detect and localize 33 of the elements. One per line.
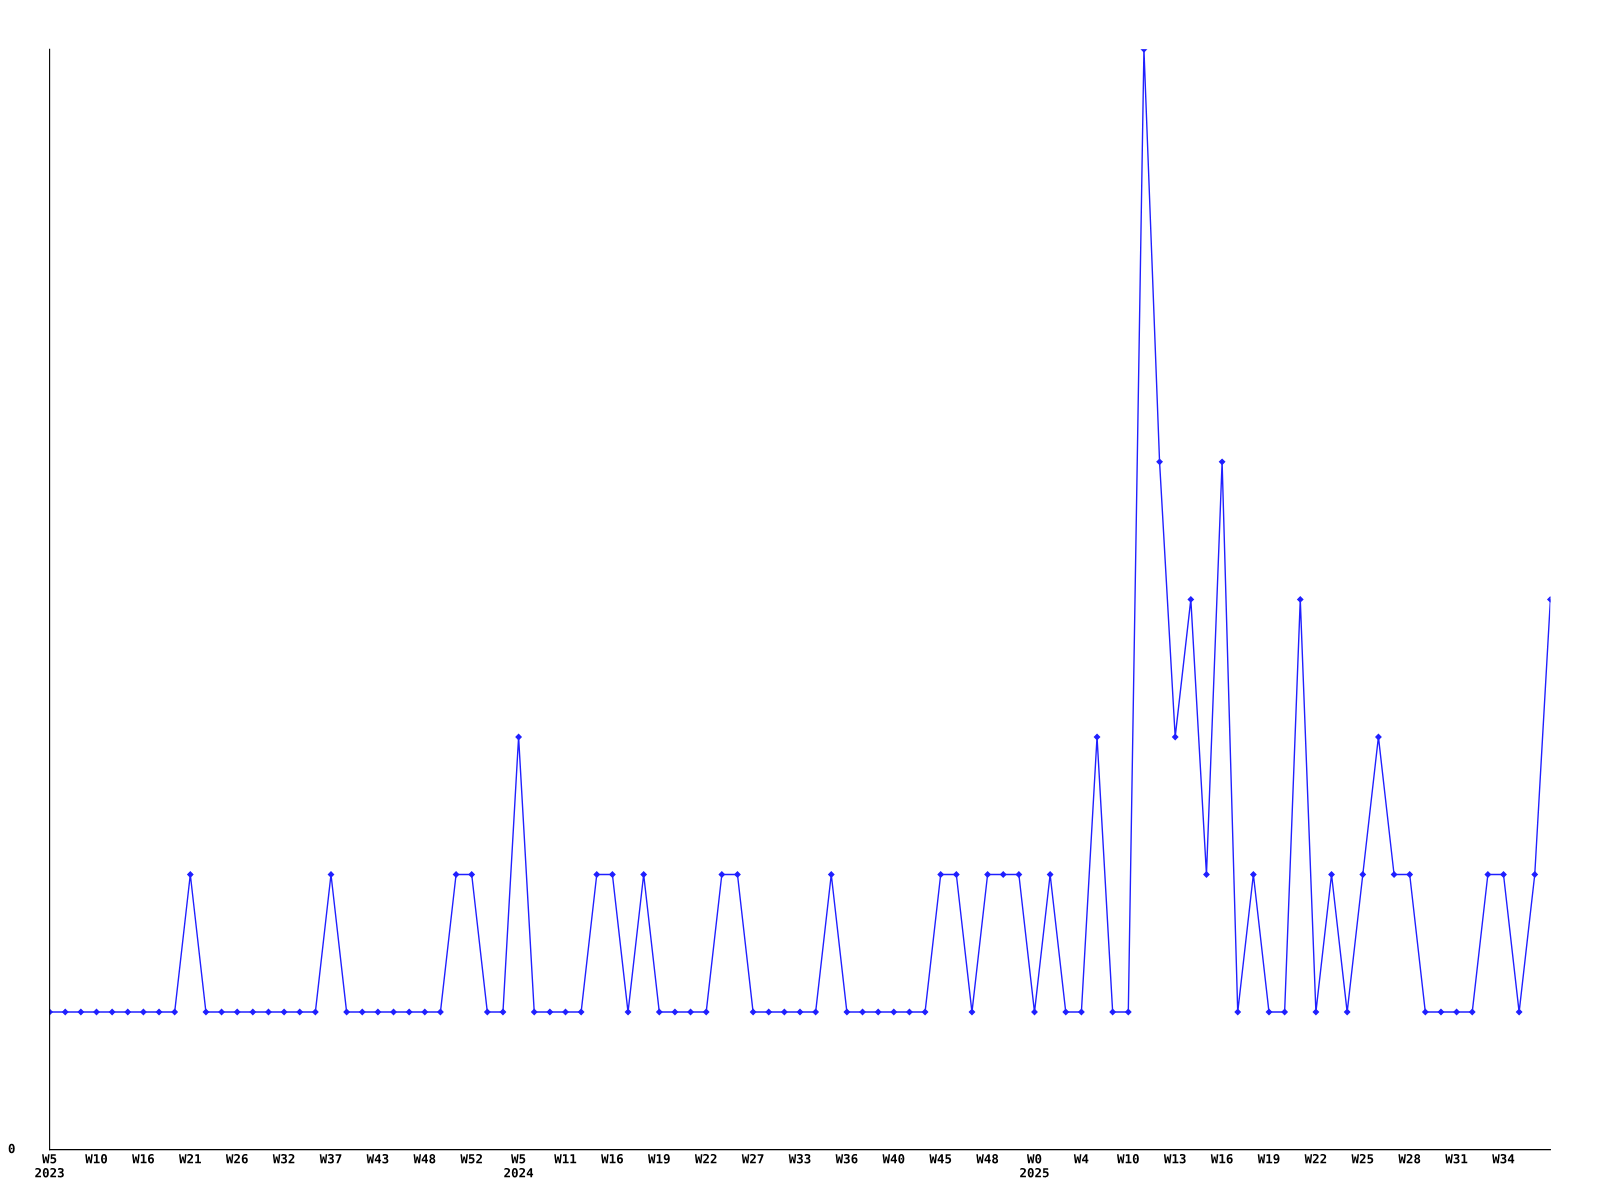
x-tick-label: W19 bbox=[1257, 1154, 1280, 1164]
x-tick-label: W32 bbox=[272, 1153, 295, 1164]
text: 0 bbox=[8, 1143, 15, 1154]
x-tick-label: W33 bbox=[788, 1153, 811, 1164]
x-tick-label: W48 bbox=[413, 1153, 436, 1164]
x-tick-label: W10 bbox=[85, 1153, 108, 1164]
x-tick-label: W48 bbox=[976, 1153, 999, 1164]
x-tick-label: W27 bbox=[741, 1153, 764, 1164]
x-tick-label: W25 bbox=[1351, 1153, 1374, 1164]
x-tick-label: W43 bbox=[366, 1153, 389, 1164]
x-tick-label: W36 bbox=[835, 1153, 858, 1164]
x-tick-label: W26 bbox=[225, 1153, 248, 1164]
x-tick-label: W34 bbox=[1492, 1153, 1515, 1164]
x-tick-label: W37 bbox=[319, 1153, 342, 1164]
x-tick-label: W16 bbox=[1210, 1154, 1233, 1164]
x-tick-label: W0 2025 bbox=[1020, 1153, 1049, 1178]
x-tick-label: W5 2023 bbox=[35, 1154, 64, 1178]
x-tick-label: W31 bbox=[1445, 1153, 1468, 1164]
x-tick-label: W21 bbox=[179, 1153, 201, 1164]
x-tick-label: W40 bbox=[882, 1153, 905, 1164]
x-tick-label: W16 bbox=[132, 1154, 155, 1164]
x-tick-label: W16 bbox=[601, 1154, 624, 1164]
x-tick-label: W19 bbox=[648, 1154, 670, 1164]
x-tick-label: W13 bbox=[1163, 1153, 1186, 1164]
x-tick-label: W4 bbox=[1073, 1154, 1089, 1164]
x-tick-label: W5 2024 bbox=[504, 1154, 534, 1178]
x-tick-label: W11 bbox=[554, 1154, 577, 1164]
x-tick-label: W45 bbox=[929, 1154, 952, 1164]
x-tick-label: W22 bbox=[1304, 1153, 1327, 1164]
x-tick-label: W52 bbox=[460, 1153, 482, 1164]
x-tick-label: W10 bbox=[1117, 1153, 1139, 1164]
x-tick-label: W22 bbox=[694, 1153, 717, 1164]
x-tick-label: W28 bbox=[1398, 1153, 1421, 1164]
